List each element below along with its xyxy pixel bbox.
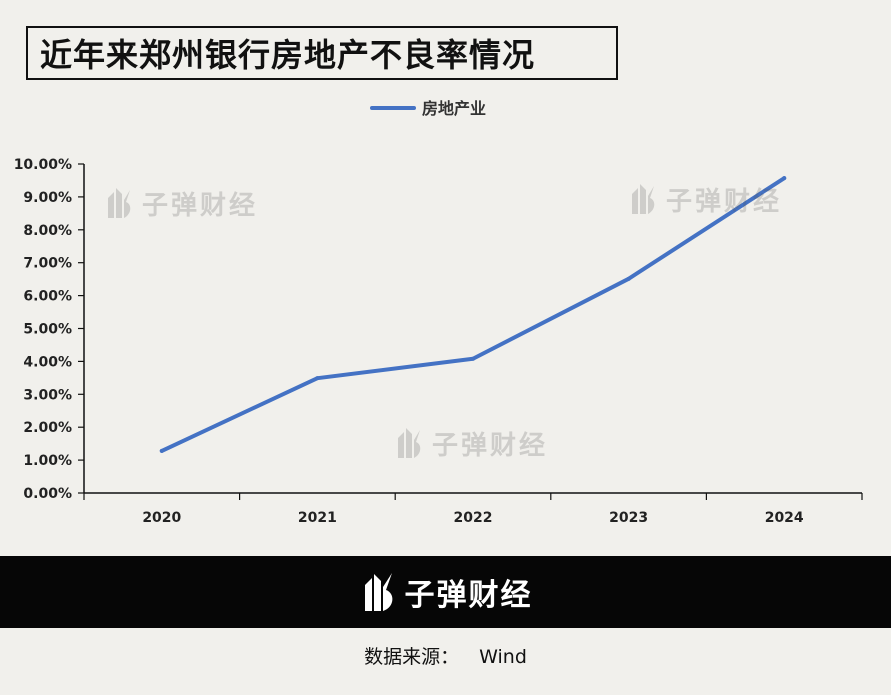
data-point <box>471 356 475 361</box>
bullet-logo-icon <box>398 428 421 458</box>
watermark-text: 子弹财经 <box>142 190 259 221</box>
footer-band: 子弹财经 <box>0 556 891 628</box>
y-tick-label: 4.00% <box>23 354 72 370</box>
y-tick-label: 3.00% <box>23 387 72 403</box>
x-tick-label: 2021 <box>298 510 337 526</box>
line-chart: 0.00% 1.00% 2.00% 3.00% 4.00% 5.00% 6.00% 7.00%… <box>14 99 863 526</box>
y-tick-label: 9.00% <box>23 190 72 206</box>
y-tick-label: 8.00% <box>23 223 72 239</box>
watermark-text: 子弹财经 <box>666 186 783 217</box>
x-tick-label: 2020 <box>142 510 181 526</box>
x-tick-label: 2022 <box>454 510 493 526</box>
watermark: 子弹财经 <box>394 424 548 462</box>
y-tick-label: 0.00% <box>23 486 72 502</box>
brand-name: 子弹财经 <box>404 578 533 613</box>
legend-label: 房地产业 <box>422 99 486 118</box>
watermark-text: 子弹财经 <box>432 430 549 461</box>
brand-logo: 子弹财经 <box>359 569 533 615</box>
chart-title: 近年来郑州银行房地产不良率情况 <box>40 36 536 74</box>
bullet-logo-icon <box>632 184 655 214</box>
data-point <box>159 448 164 453</box>
y-tick-label: 10.00% <box>14 157 72 173</box>
x-tick-label: 2024 <box>765 510 804 526</box>
y-tick-label: 1.00% <box>23 453 72 469</box>
y-tick-label: 5.00% <box>23 322 72 338</box>
data-point <box>315 376 320 381</box>
watermark: 子弹财经 <box>104 184 258 222</box>
y-tick-label: 2.00% <box>23 420 72 436</box>
source-label: 数据来源： <box>364 646 460 668</box>
bullet-logo-icon <box>364 573 392 611</box>
chart-title-box: 近年来郑州银行房地产不良率情况 <box>26 26 618 80</box>
source-value: Wind <box>479 646 527 668</box>
y-tick-label: 6.00% <box>23 289 72 305</box>
data-point <box>626 276 631 281</box>
data-point <box>782 176 787 181</box>
watermark: 子弹财经 <box>628 180 782 218</box>
source-line: 数据来源： Wind <box>0 642 891 669</box>
x-tick-label: 2023 <box>609 510 648 526</box>
bullet-logo-icon <box>108 188 131 218</box>
y-tick-label: 7.00% <box>23 256 72 272</box>
